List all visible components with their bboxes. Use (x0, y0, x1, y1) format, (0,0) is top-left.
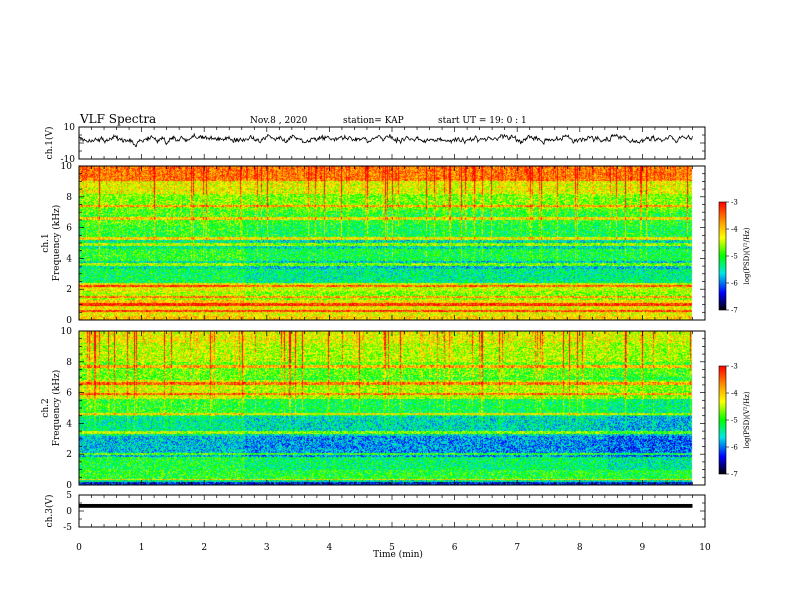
ch1-spectrogram-ticks (78, 165, 706, 321)
time-tick-label: 3 (264, 543, 270, 553)
colorbar-tick-label: -4 (731, 226, 738, 234)
ch3-waveform-panel: 5 0 -5 ch.3(V) 0 1 2 3 4 5 6 7 8 9 10 Time (min) (44, 491, 711, 560)
ch3-ytick-top: 5 (66, 491, 72, 501)
freq-tick-label: 2 (66, 450, 72, 460)
time-tick-label: 9 (640, 543, 646, 553)
time-tick-label: 2 (201, 543, 207, 553)
ch3-ytick-bottom: -5 (63, 523, 72, 533)
freq-tick-label: 8 (66, 193, 72, 203)
ch1-colorbar-ticks: -3 -4 -5 -6 -7 (726, 199, 738, 315)
ch3-waveform-ylabel: ch.3(V) (44, 495, 55, 528)
colorbar-tick-label: -3 (731, 199, 738, 207)
ch1-spectrogram-ytick-labels: 0 2 4 6 8 10 (61, 162, 73, 326)
ch1-waveform-line (78, 132, 693, 148)
colorbar-tick-label: -4 (731, 390, 738, 398)
ch2-spectrogram-ylabel: Frequency (kHz) (51, 370, 62, 447)
freq-tick-label: 10 (61, 327, 73, 337)
time-tick-label: 8 (577, 543, 583, 553)
ch1-spectrogram-image (79, 166, 705, 320)
time-tick-label: 10 (699, 543, 711, 553)
colorbar-tick-label: -6 (731, 444, 738, 452)
ch2-colorbar-label: log(PSD)(V²/Hz) (743, 391, 751, 448)
date-label: Nov.8 , 2020 (250, 116, 308, 126)
ch2-spectrogram-panel: 0 2 4 6 8 10 ch.2 Frequency (kHz) (41, 327, 706, 491)
freq-tick-label: 0 (66, 316, 72, 326)
ch2-spectrogram-ticks (78, 330, 706, 486)
time-tick-label: 6 (452, 543, 458, 553)
time-axis-label: Time (min) (373, 549, 423, 560)
ch1-waveform-trace (78, 132, 693, 148)
ch1-waveform-panel: 10 -10 ch.1(V) (44, 123, 706, 165)
time-tick-label: 5 (389, 543, 395, 553)
ch2-colorbar-gradient (719, 366, 726, 474)
freq-tick-label: 6 (66, 389, 72, 399)
colorbar-tick-label: -5 (731, 253, 738, 261)
colorbar-tick-label: -7 (731, 307, 738, 315)
figure-title: VLF Spectra (79, 112, 156, 126)
ch1-colorbar: -3 -4 -5 -6 -7 log(PSD)(V²/Hz) (718, 199, 751, 315)
time-axis-tick-labels: 0 1 2 3 4 5 6 7 8 9 10 (76, 543, 711, 553)
ch1-spectrogram-channel: ch.1 (41, 233, 51, 252)
freq-tick-label: 4 (66, 254, 72, 264)
ch3-waveform-trace (79, 503, 693, 508)
start-time-label: start UT = 19: 0 : 1 (438, 116, 527, 126)
ch1-ytick-top: 10 (64, 123, 76, 133)
colorbar-tick-label: -7 (731, 471, 738, 479)
ch1-waveform-ticks (78, 126, 706, 160)
freq-tick-label: 10 (61, 162, 73, 172)
ch1-spectrogram-ylabel: Frequency (kHz) (51, 205, 62, 282)
ch2-colorbar-ticks: -3 -4 -5 -6 -7 (726, 363, 738, 479)
station-label: station= KAP (343, 116, 404, 126)
ch2-spectrogram-channel: ch.2 (41, 398, 51, 417)
time-tick-label: 7 (514, 543, 520, 553)
ch1-colorbar-label: log(PSD)(V²/Hz) (743, 227, 751, 284)
ch2-spectrogram-image (79, 331, 705, 485)
freq-tick-label: 0 (66, 481, 72, 491)
ch2-spectrogram-ytick-labels: 0 2 4 6 8 10 (61, 327, 73, 491)
ch3-waveform-band (79, 503, 693, 508)
freq-tick-label: 8 (66, 358, 72, 368)
ch1-spectrogram-panel: 0 2 4 6 8 10 ch.1 Frequency (kHz) (41, 162, 706, 326)
ch1-waveform-ylabel: ch.1(V) (44, 127, 55, 160)
ch1-colorbar-gradient (719, 202, 726, 310)
time-tick-label: 1 (139, 543, 145, 553)
ch3-ytick-mid: 0 (66, 507, 72, 517)
ch1-ytick-bottom: -10 (61, 155, 76, 165)
ch2-colorbar: -3 -4 -5 -6 -7 log(PSD)(V²/Hz) (718, 363, 751, 479)
time-tick-label: 0 (76, 543, 82, 553)
ch3-waveform-ticks (78, 494, 706, 528)
colorbar-tick-label: -6 (731, 280, 738, 288)
freq-tick-label: 2 (66, 285, 72, 295)
colorbar-tick-label: -3 (731, 363, 738, 371)
colorbar-tick-label: -5 (731, 417, 738, 425)
time-tick-label: 4 (327, 543, 333, 553)
freq-tick-label: 6 (66, 224, 72, 234)
freq-tick-label: 4 (66, 419, 72, 429)
